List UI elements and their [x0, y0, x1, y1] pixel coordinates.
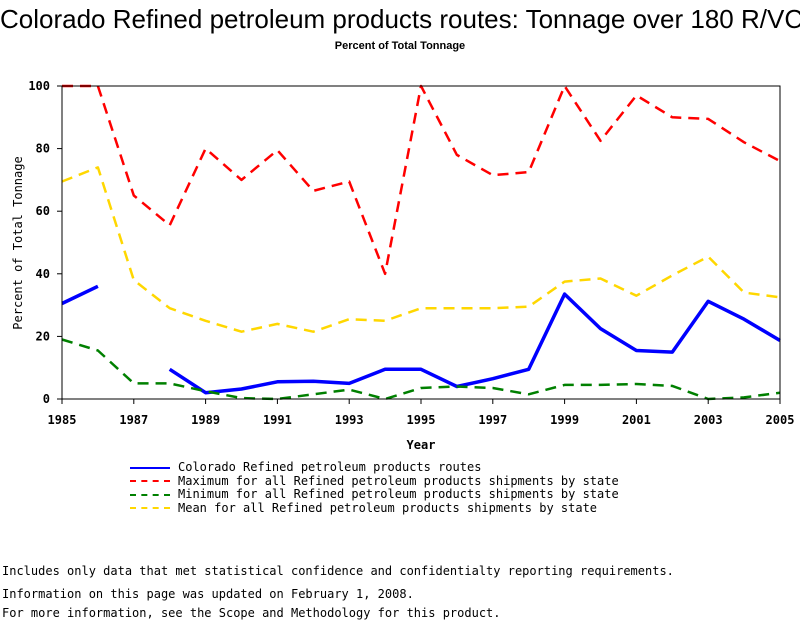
x-tick-label: 2001: [622, 413, 651, 427]
footnotes: Includes only data that met statistical …: [2, 536, 674, 634]
legend-item-minimum: Minimum for all Refined petroleum produc…: [130, 487, 619, 502]
legend-label-maximum: Maximum for all Refined petroleum produc…: [178, 473, 619, 488]
series-maximum: [62, 84, 781, 276]
series-line-maximum: [62, 84, 781, 276]
legend: Colorado Refined petroleum products rout…: [130, 460, 619, 516]
legend-swatch-maximum: [130, 480, 170, 483]
series-colorado: [61, 284, 781, 395]
series-line-colorado: [168, 292, 781, 395]
axis-layer: 1985 1987 1989 1991 1993 1995 1997 1999 2001 2003…: [28, 79, 794, 427]
line-chart: 1985 1987 1989 1991 1993 1995 1997 1999 2001 2003…: [11, 79, 794, 452]
x-tick-label: 1991: [263, 413, 292, 427]
y-tick-label: 0: [43, 392, 50, 406]
footnote-confidence: Includes only data that met statistical …: [2, 564, 674, 578]
series-line-mean: [61, 166, 781, 333]
y-tick-label: 20: [36, 329, 50, 343]
page-subtitle: Percent of Total Tonnage: [334, 40, 466, 52]
legend-item-maximum: Maximum for all Refined petroleum produc…: [130, 473, 619, 489]
x-tick-label: 2003: [694, 413, 723, 427]
x-tick-label: 1995: [407, 413, 436, 427]
x-tick-label: 1999: [550, 413, 579, 427]
legend-label-minimum: Minimum for all Refined petroleum produc…: [178, 487, 619, 501]
page-title: Colorado Refined petroleum products rout…: [0, 4, 800, 34]
x-tick-label: 2005: [766, 413, 795, 427]
series-layer: [61, 84, 781, 401]
y-axis-label: Percent of Total Tonnage: [11, 156, 25, 329]
legend-swatch-mean: [130, 507, 170, 510]
legend-item-mean: Mean for all Refined petroleum products …: [130, 500, 619, 516]
y-tick-label: 100: [28, 79, 50, 93]
series-minimum: [61, 338, 781, 401]
legend-label-colorado: Colorado Refined petroleum products rout…: [178, 460, 482, 474]
y-tick-label: 80: [36, 142, 50, 156]
series-line-colorado: [61, 284, 99, 306]
series-mean: [61, 166, 781, 333]
legend-label-mean: Mean for all Refined petroleum products …: [178, 500, 598, 515]
x-tick-label: 1985: [48, 413, 77, 427]
legend-item-colorado: Colorado Refined petroleum products rout…: [130, 460, 619, 475]
x-tick-label: 1997: [478, 413, 507, 427]
legend-swatch-minimum: [130, 493, 170, 496]
series-line-minimum: [61, 338, 781, 401]
x-axis-label: Year: [407, 438, 436, 452]
x-tick-label: 1993: [335, 413, 364, 427]
y-tick-label: 60: [36, 204, 50, 218]
legend-swatch-colorado: [130, 466, 170, 469]
footnote-methodology: For more information, see the Scope and …: [2, 606, 501, 620]
update-notice: Information on this page was updated on …: [2, 587, 414, 601]
y-tick-label: 40: [36, 267, 50, 281]
x-tick-label: 1989: [191, 413, 220, 427]
x-tick-label: 1987: [119, 413, 148, 427]
